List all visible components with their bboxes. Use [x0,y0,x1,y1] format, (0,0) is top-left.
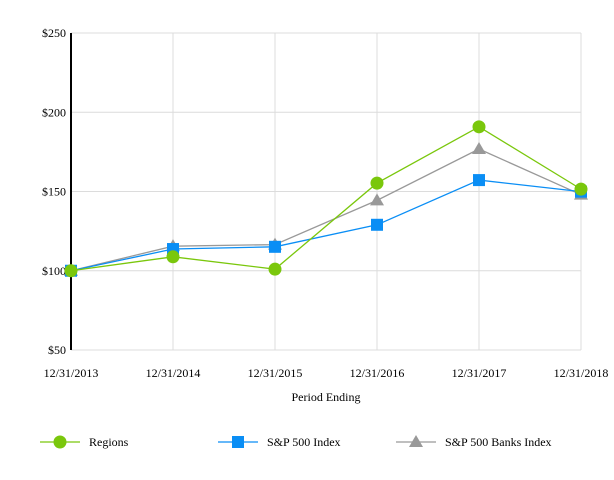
data-point-square [371,218,383,231]
series-group [64,120,588,278]
legend-label: S&P 500 Banks Index [445,435,552,449]
data-point-triangle [409,435,423,447]
legend-item: Regions [40,435,129,449]
y-axis: $50 $100 $150 $200 $250 [42,26,72,357]
y-tick-label: $150 [42,185,66,199]
series-line [70,179,582,272]
data-point-square [232,436,244,448]
data-point-triangle [472,142,486,155]
grid [70,32,582,351]
legend-label: Regions [89,435,129,449]
y-tick-label: $250 [42,26,66,40]
x-tick-label: 12/31/2018 [554,366,609,380]
data-point-circle [574,182,588,196]
data-point-circle [472,120,486,134]
data-point-circle [53,435,67,449]
y-tick-label: $100 [42,264,66,278]
y-tick-label: $50 [48,343,66,357]
series-line [70,126,582,272]
data-point-square [473,174,485,187]
series-line [70,148,582,272]
x-tick-label: 12/31/2015 [248,366,303,380]
data-point-square [269,240,281,253]
x-tick-label: 12/31/2017 [452,366,507,380]
legend-label: S&P 500 Index [267,435,341,449]
y-tick-label: $200 [42,105,66,119]
data-point-circle [370,176,384,190]
series-regions [64,120,588,278]
legend-item: S&P 500 Banks Index [396,435,552,449]
x-axis-label: Period Ending [292,390,361,404]
legend: Regions S&P 500 Index S&P 500 Banks Index [40,435,552,449]
x-tick-label: 12/31/2013 [44,366,99,380]
data-point-circle [166,250,180,264]
x-tick-label: 12/31/2016 [350,366,405,380]
data-point-circle [268,262,282,276]
data-point-circle [64,264,78,278]
data-point-triangle [370,193,384,206]
x-tick-label: 12/31/2014 [146,366,201,380]
legend-item: S&P 500 Index [218,435,341,449]
x-axis: 12/31/2013 12/31/2014 12/31/2015 12/31/2016… [44,366,609,380]
